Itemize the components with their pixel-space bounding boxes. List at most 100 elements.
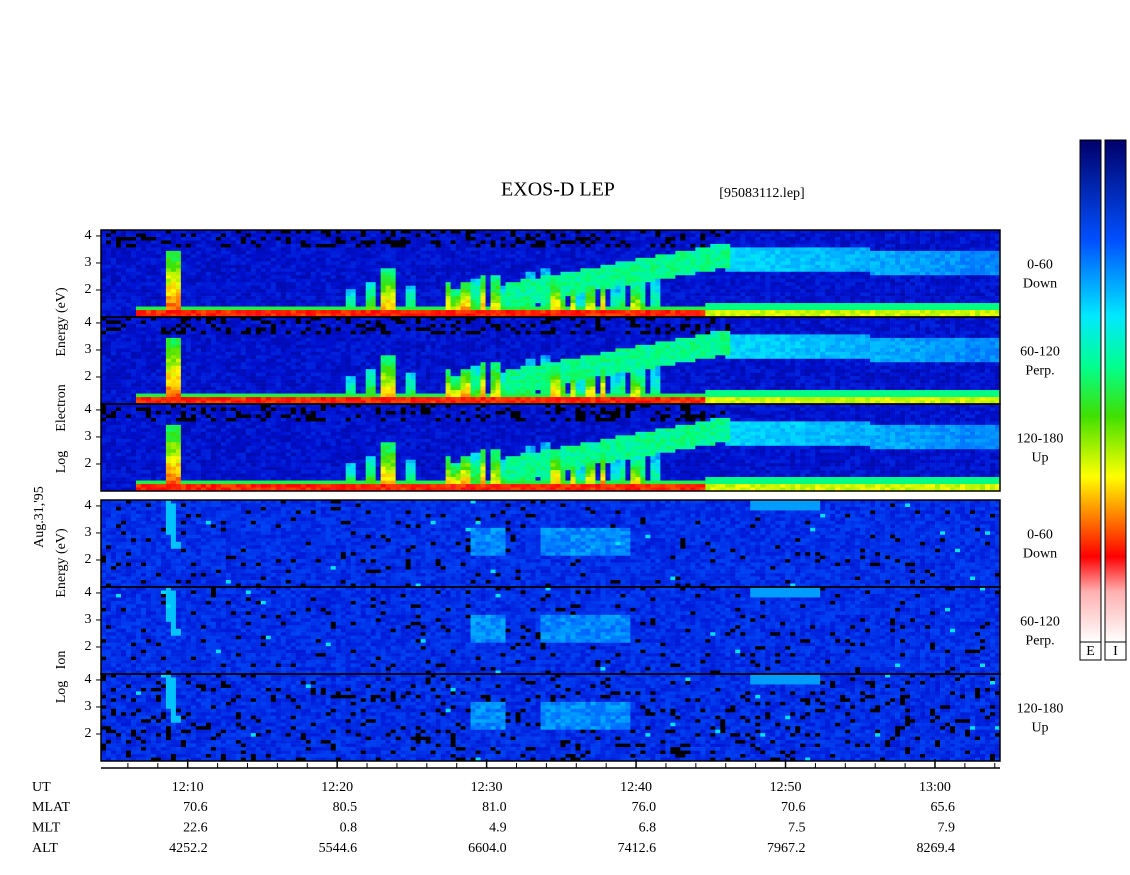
spectrogram-cell [425, 240, 431, 245]
spectrogram-cell [480, 275, 486, 280]
spectrogram-cell [560, 250, 566, 255]
spectrogram-cell [705, 230, 711, 234]
spectrogram-cell [160, 247, 167, 252]
spectrogram-cell [155, 303, 162, 307]
spectrogram-cell [795, 243, 801, 248]
spectrogram-cell [945, 261, 951, 266]
spectrogram-cell [895, 268, 901, 273]
spectrogram-cell [915, 264, 921, 269]
spectrogram-cell [765, 257, 771, 262]
spectrogram-cell [890, 236, 896, 241]
spectrogram-cell [510, 285, 516, 290]
spectrogram-cell [585, 247, 591, 252]
spectrogram-cell [290, 236, 297, 241]
spectrogram-cell [190, 268, 197, 273]
spectrogram-cell [140, 400, 147, 405]
spectrogram-cell [430, 268, 436, 273]
spectrogram-cell [195, 379, 202, 384]
spectrogram-cell [575, 299, 581, 304]
spectrogram-cell [560, 257, 566, 262]
spectrogram-cell [300, 278, 307, 283]
spectrogram-cell [170, 320, 177, 325]
spectrogram-cell [755, 278, 761, 283]
spectrogram-cell [810, 264, 816, 269]
spectrogram-cell [835, 289, 841, 293]
spectrogram-cell [335, 313, 342, 318]
spectrogram-cell [620, 230, 626, 234]
spectrogram-cell [960, 296, 966, 300]
spectrogram-cell [245, 296, 252, 300]
spectrogram-cell [285, 303, 292, 307]
spectrogram-cell [720, 243, 726, 248]
spectrogram-cell [485, 264, 491, 269]
spectrogram-cell [455, 299, 461, 304]
spectrogram-cell [350, 278, 357, 283]
spectrogram-cell [610, 299, 616, 304]
spectrogram-cell [990, 233, 996, 238]
spectrogram-cell [120, 348, 127, 353]
spectrogram-cell [620, 313, 626, 318]
spectrogram-cell [965, 257, 971, 262]
spectrogram-cell [130, 323, 137, 328]
spectrogram-cell [765, 243, 771, 248]
spectrogram-cell [290, 285, 297, 290]
spectrogram-cell [240, 257, 247, 262]
spectrogram-cell [690, 289, 696, 293]
spectrogram-cell [795, 230, 801, 234]
spectrogram-cell [340, 289, 347, 293]
spectrogram-cell [145, 379, 152, 384]
spectrogram-cell [695, 285, 701, 290]
spectrogram-cell [825, 261, 831, 266]
spectrogram-cell [190, 337, 197, 342]
spectrogram-cell [915, 271, 921, 276]
spectrogram-cell [115, 337, 122, 342]
spectrogram-cell [305, 230, 312, 234]
spectrogram-cell [125, 289, 132, 293]
spectrogram-cell [240, 236, 247, 241]
spectrogram-cell [250, 299, 257, 304]
spectrogram-cell [840, 247, 846, 252]
spectrogram-cell [345, 296, 352, 300]
spectrogram-cell [440, 254, 446, 259]
spectrogram-cell [135, 372, 142, 377]
spectrogram-cell [160, 365, 167, 370]
spectrogram-cell [275, 268, 282, 273]
spectrogram-cell [880, 306, 886, 311]
spectrogram-cell [325, 247, 332, 252]
spectrogram-cell [830, 254, 836, 259]
spectrogram-cell [325, 230, 332, 234]
spectrogram-cell [685, 299, 691, 304]
spectrogram-cell [340, 230, 347, 234]
spectrogram-cell [155, 320, 162, 325]
spectrogram-cell [670, 240, 676, 245]
spectrogram-cell [285, 282, 292, 286]
spectrogram-cell [950, 257, 956, 262]
spectrogram-cell [730, 306, 736, 311]
spectrogram-cell [585, 299, 591, 304]
spectrogram-cell [900, 247, 906, 252]
spectrogram-cell [845, 243, 851, 248]
spectrogram-cell [730, 299, 736, 304]
spectrogram-cell [580, 282, 586, 286]
spectrogram-cell [845, 292, 851, 297]
spectrogram-cell [915, 303, 921, 307]
spectrogram-cell [420, 247, 426, 252]
spectrogram-cell [600, 275, 606, 280]
spectrogram-cell [110, 348, 117, 353]
spectrogram-cell [110, 362, 117, 367]
spectrogram-cell [610, 254, 616, 259]
spectrogram-cell [350, 233, 357, 238]
spectrogram-cell [505, 240, 511, 245]
spectrogram-cell [660, 261, 666, 266]
spectrogram-cell [880, 271, 886, 276]
spectrogram-cell [570, 306, 576, 311]
spectrogram-cell [215, 306, 222, 311]
spectrogram-cell [250, 303, 257, 307]
spectrogram-cell [795, 313, 801, 318]
spectrogram-cell [855, 254, 861, 259]
spectrogram-cell [190, 327, 197, 332]
spectrogram-cell [625, 268, 631, 273]
spectrogram-cell [665, 296, 671, 300]
spectrogram-cell [415, 275, 421, 280]
spectrogram-cell [895, 247, 901, 252]
